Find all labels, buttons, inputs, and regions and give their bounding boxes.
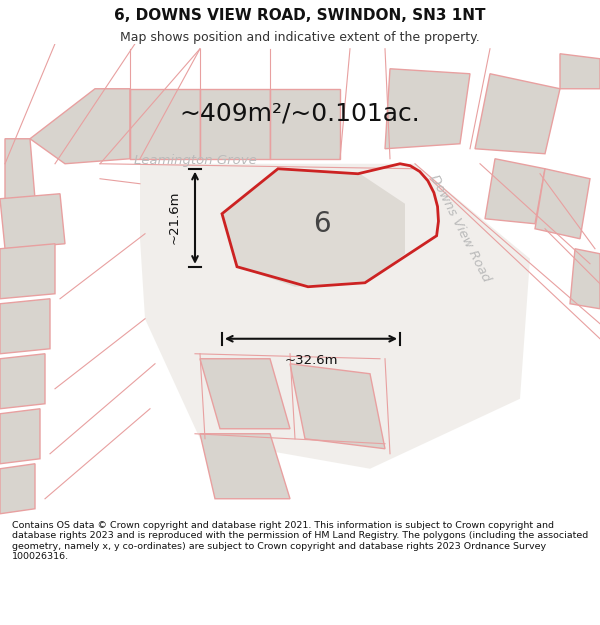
- Polygon shape: [0, 299, 50, 354]
- Text: 6, DOWNS VIEW ROAD, SWINDON, SN3 1NT: 6, DOWNS VIEW ROAD, SWINDON, SN3 1NT: [114, 8, 486, 22]
- Text: Map shows position and indicative extent of the property.: Map shows position and indicative extent…: [120, 31, 480, 44]
- Polygon shape: [0, 194, 65, 249]
- Polygon shape: [130, 89, 200, 159]
- Polygon shape: [0, 244, 55, 299]
- Polygon shape: [270, 89, 340, 159]
- Polygon shape: [140, 164, 530, 469]
- Polygon shape: [535, 169, 590, 239]
- Polygon shape: [200, 89, 270, 159]
- Text: ~21.6m: ~21.6m: [168, 191, 181, 244]
- Text: Downs View Road: Downs View Road: [427, 173, 493, 284]
- Polygon shape: [560, 54, 600, 89]
- Polygon shape: [5, 139, 35, 204]
- Polygon shape: [0, 464, 35, 514]
- Text: ~409m²/~0.101ac.: ~409m²/~0.101ac.: [179, 102, 421, 126]
- Text: Leamington Grove: Leamington Grove: [134, 154, 256, 168]
- Polygon shape: [0, 409, 40, 464]
- Polygon shape: [0, 354, 45, 409]
- Polygon shape: [30, 89, 130, 164]
- Polygon shape: [385, 69, 470, 149]
- Polygon shape: [570, 249, 600, 309]
- Polygon shape: [222, 169, 405, 287]
- Text: ~32.6m: ~32.6m: [284, 354, 338, 367]
- Polygon shape: [290, 364, 385, 449]
- Polygon shape: [475, 74, 560, 154]
- Text: 6: 6: [313, 210, 331, 238]
- Text: Contains OS data © Crown copyright and database right 2021. This information is : Contains OS data © Crown copyright and d…: [12, 521, 588, 561]
- Polygon shape: [485, 159, 545, 224]
- Polygon shape: [200, 434, 290, 499]
- Polygon shape: [200, 359, 290, 429]
